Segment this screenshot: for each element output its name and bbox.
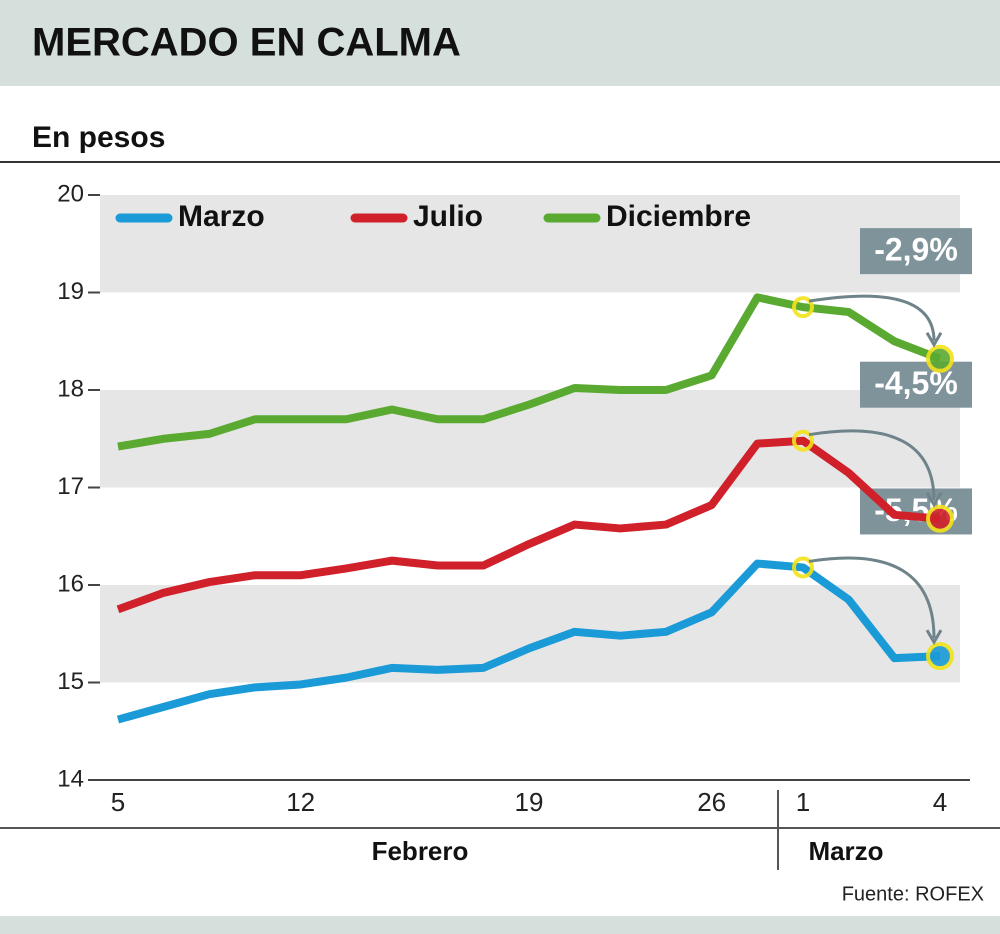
x-tick-label: 4	[933, 787, 947, 817]
highlight-point	[926, 344, 954, 373]
series-line	[116, 436, 941, 614]
y-tick-label: 16	[57, 570, 84, 597]
grid-band	[100, 585, 960, 683]
month-label: Febrero	[372, 836, 469, 866]
y-tick-label: 17	[57, 473, 84, 500]
legend-label: Julio	[413, 200, 483, 233]
x-tick-label: 12	[286, 787, 315, 817]
legend-label: Diciembre	[606, 200, 751, 233]
chart-title: MERCADO EN CALMA	[32, 21, 461, 65]
x-tick-label: 1	[796, 787, 810, 817]
annotation-box	[860, 361, 972, 408]
annotation-arrow	[808, 556, 936, 639]
y-tick-label: 15	[57, 668, 84, 695]
y-tick-label: 20	[57, 180, 84, 207]
arrow-head	[925, 629, 943, 646]
highlight-point	[926, 504, 954, 533]
arrow-head	[925, 332, 943, 348]
title-bar	[0, 0, 1000, 86]
highlight-point	[792, 556, 814, 579]
legend-label: Marzo	[178, 200, 265, 233]
y-tick-label: 14	[57, 765, 84, 792]
arrow-head	[925, 491, 943, 508]
source: Fuente: ROFEX	[842, 883, 984, 905]
series-line	[116, 559, 941, 724]
x-tick-label: 5	[111, 787, 125, 817]
x-tick-label: 26	[697, 787, 726, 817]
grid-band	[100, 195, 960, 293]
y-tick-label: 19	[57, 278, 84, 305]
highlight-point	[926, 642, 954, 671]
highlight-point	[792, 429, 814, 452]
series-line	[117, 293, 942, 451]
annotation-arrow	[808, 294, 936, 341]
x-tick-label: 19	[515, 787, 544, 817]
annotation-box	[860, 228, 972, 275]
annotation-arrow	[808, 429, 936, 501]
month-label: Marzo	[808, 836, 883, 866]
y-tick-label: 18	[57, 375, 84, 402]
highlight-point	[792, 296, 814, 319]
annotation: -2,9%	[874, 232, 958, 268]
subtitle: En pesos	[32, 121, 165, 154]
footer-bar	[0, 916, 1000, 934]
